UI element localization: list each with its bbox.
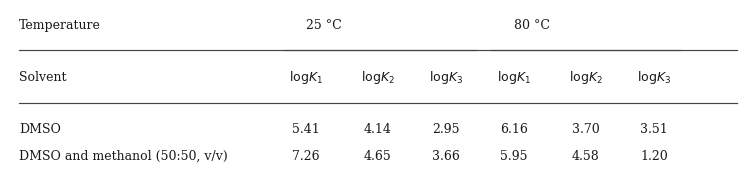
Text: 6.16: 6.16	[500, 123, 528, 136]
Text: $\mathrm{log}K_{2}$: $\mathrm{log}K_{2}$	[569, 69, 603, 86]
Text: 25 °C: 25 °C	[306, 19, 342, 32]
Text: 5.95: 5.95	[500, 150, 528, 163]
Text: $\mathrm{log}K_{2}$: $\mathrm{log}K_{2}$	[361, 69, 395, 86]
Text: DMSO: DMSO	[19, 123, 60, 136]
Text: 4.58: 4.58	[572, 150, 600, 163]
Text: $\mathrm{log}K_{3}$: $\mathrm{log}K_{3}$	[429, 69, 463, 86]
Text: 4.65: 4.65	[364, 150, 392, 163]
Text: $\mathrm{log}K_{1}$: $\mathrm{log}K_{1}$	[290, 69, 323, 86]
Text: 3.51: 3.51	[640, 123, 668, 136]
Text: 4.14: 4.14	[364, 123, 392, 136]
Text: $\mathrm{log}K_{3}$: $\mathrm{log}K_{3}$	[637, 69, 671, 86]
Text: 7.26: 7.26	[293, 150, 320, 163]
Text: 80 °C: 80 °C	[514, 19, 550, 32]
Text: 2.95: 2.95	[432, 123, 460, 136]
Text: DMSO and methanol (50:50, v/v): DMSO and methanol (50:50, v/v)	[19, 150, 228, 163]
Text: 3.70: 3.70	[572, 123, 600, 136]
Text: 5.41: 5.41	[293, 123, 320, 136]
Text: 1.20: 1.20	[640, 150, 668, 163]
Text: 3.66: 3.66	[432, 150, 460, 163]
Text: Temperature: Temperature	[19, 19, 101, 32]
Text: Solvent: Solvent	[19, 71, 67, 84]
Text: $\mathrm{log}K_{1}$: $\mathrm{log}K_{1}$	[497, 69, 531, 86]
